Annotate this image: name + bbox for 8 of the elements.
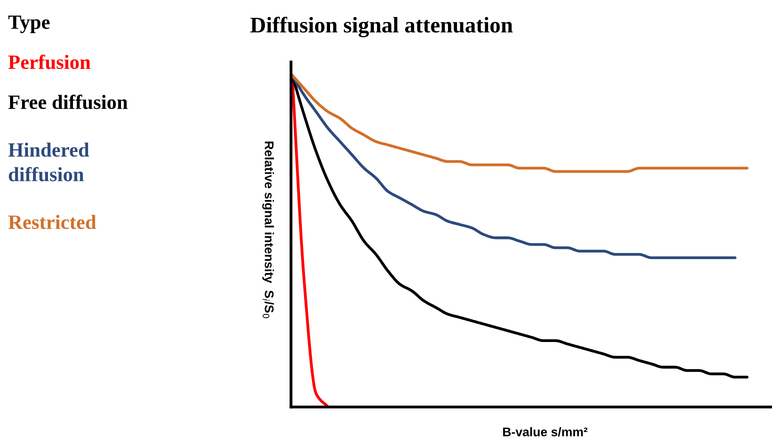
text: Free diffusion [8, 94, 128, 110]
legend-title: Type [8, 16, 50, 34]
text: Perfusion [8, 54, 90, 70]
y-axis-title: Relative signal intensity S$_{i}$/S$_{0}$ [262, 142, 274, 318]
text: Hindered diffusion [8, 142, 90, 182]
x-axis-title: B-value s/mm² [503, 427, 588, 436]
chart-title: Diffusion signal attenuation [250, 16, 513, 38]
text: Restricted [8, 214, 96, 230]
